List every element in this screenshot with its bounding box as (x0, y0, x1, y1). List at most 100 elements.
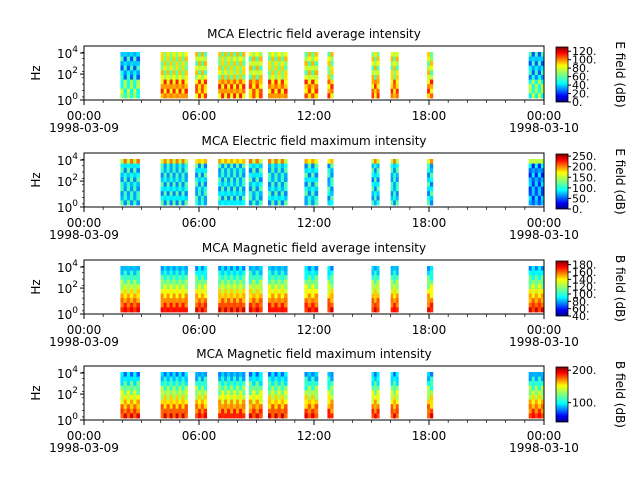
spectrogram-cell (203, 84, 208, 90)
spectrogram-cell (374, 195, 378, 201)
spectrogram-cell (393, 52, 397, 57)
spectrogram-cell (172, 168, 176, 174)
spectrogram-cell (534, 307, 539, 313)
spectrogram-cell (277, 79, 282, 85)
spectrogram-cell (258, 399, 263, 405)
spectrogram-cell (390, 408, 394, 414)
spectrogram-cell (160, 404, 165, 410)
spectrogram-cell (184, 376, 188, 382)
spectrogram-cell (227, 163, 231, 169)
spectrogram-cell (239, 163, 243, 169)
spectrogram-cell (200, 302, 205, 308)
spectrogram-cell (258, 413, 263, 419)
spectrogram-cell (133, 284, 137, 290)
spectrogram-cell (390, 279, 394, 285)
spectrogram-cell (233, 399, 237, 405)
spectrogram-cell (218, 307, 222, 313)
spectrogram-cell (172, 195, 176, 201)
spectrogram-cell (181, 191, 185, 197)
spectrogram-cell (277, 159, 282, 164)
spectrogram-cell (195, 395, 199, 400)
spectrogram-cell (181, 385, 185, 391)
spectrogram-cell (274, 75, 278, 80)
spectrogram-cell (130, 168, 134, 174)
spectrogram-cell (280, 302, 285, 308)
spectrogram-cell (195, 172, 199, 178)
spectrogram-cell (390, 75, 394, 80)
panel-title: MCA Magnetic field maximum intensity (196, 347, 432, 361)
spectrogram-cell (233, 168, 237, 174)
spectrogram-cell (258, 191, 263, 197)
spectrogram-cell (537, 302, 542, 308)
panel-title: MCA Electric field average intensity (207, 27, 421, 41)
spectrogram-cell (255, 159, 260, 164)
spectrogram-cell (236, 61, 240, 67)
spectrogram-cell (537, 284, 542, 290)
spectrogram-cell (203, 289, 208, 294)
spectrogram-cell (248, 399, 253, 405)
spectrogram-cell (175, 381, 179, 387)
spectrogram-cell (283, 52, 288, 57)
spectrogram-cell (395, 163, 399, 169)
spectrogram-cell (123, 395, 128, 400)
spectrogram-cell (178, 372, 182, 377)
spectrogram-cell (283, 284, 288, 290)
spectrogram-cell (195, 284, 199, 290)
spectrogram-cell (123, 381, 128, 387)
spectrogram-cell (429, 61, 434, 67)
spectrogram-cell (314, 390, 319, 396)
spectrogram-cell (233, 75, 237, 80)
spectrogram-cell (123, 168, 128, 174)
spectrogram-segment (371, 266, 380, 313)
spectrogram-cell (169, 413, 173, 419)
spectrogram-cell (327, 61, 331, 67)
spectrogram-cell (160, 270, 165, 276)
spectrogram-cell (252, 182, 256, 187)
spectrogram-cell (160, 52, 165, 57)
spectrogram-cell (274, 293, 278, 299)
spectrogram-cell (274, 186, 278, 192)
spectrogram-cell (169, 182, 173, 187)
spectrogram-cell (133, 302, 137, 308)
spectrogram-cell (195, 302, 199, 308)
spectrogram-cell (233, 93, 237, 99)
spectrogram-cell (330, 284, 334, 290)
spectrogram-cell (429, 376, 434, 382)
spectrogram-cell (120, 52, 125, 57)
spectrogram-cell (255, 289, 260, 294)
spectrogram-cell (540, 182, 545, 187)
spectrogram-cell (277, 177, 282, 183)
spectrogram-cell (280, 61, 285, 67)
spectrogram-cell (242, 381, 246, 387)
spectrogram-cell (198, 56, 202, 62)
spectrogram-cell (280, 399, 285, 405)
spectrogram-cell (255, 56, 260, 62)
spectrogram-cell (184, 298, 188, 304)
spectrogram-cell (163, 275, 168, 281)
spectrogram-cell (224, 84, 228, 90)
spectrogram-cell (133, 182, 137, 187)
spectrogram-cell (371, 177, 375, 183)
spectrogram-cell (274, 266, 278, 271)
spectrogram-cell (429, 52, 434, 57)
spectrogram-cell (184, 65, 188, 71)
spectrogram-cell (163, 200, 168, 206)
spectrogram-cell (198, 376, 202, 382)
y-tick-label: 102 (57, 386, 78, 402)
spectrogram-cell (537, 61, 542, 67)
spectrogram-cell (133, 163, 137, 169)
spectrogram-cell (221, 413, 225, 419)
spectrogram-cell (166, 191, 171, 197)
spectrogram-cell (133, 404, 137, 410)
spectrogram-cell (248, 279, 253, 285)
spectrogram-cell (195, 84, 199, 90)
spectrogram-cell (330, 65, 334, 71)
spectrogram-cell (280, 186, 285, 192)
spectrogram-cell (221, 84, 225, 90)
spectrogram-cell (227, 52, 231, 57)
spectrogram-cell (531, 266, 536, 271)
spectrogram-cell (200, 298, 205, 304)
spectrogram-cell (271, 279, 275, 285)
spectrogram-cell (531, 163, 536, 169)
spectrogram-cell (371, 200, 375, 206)
